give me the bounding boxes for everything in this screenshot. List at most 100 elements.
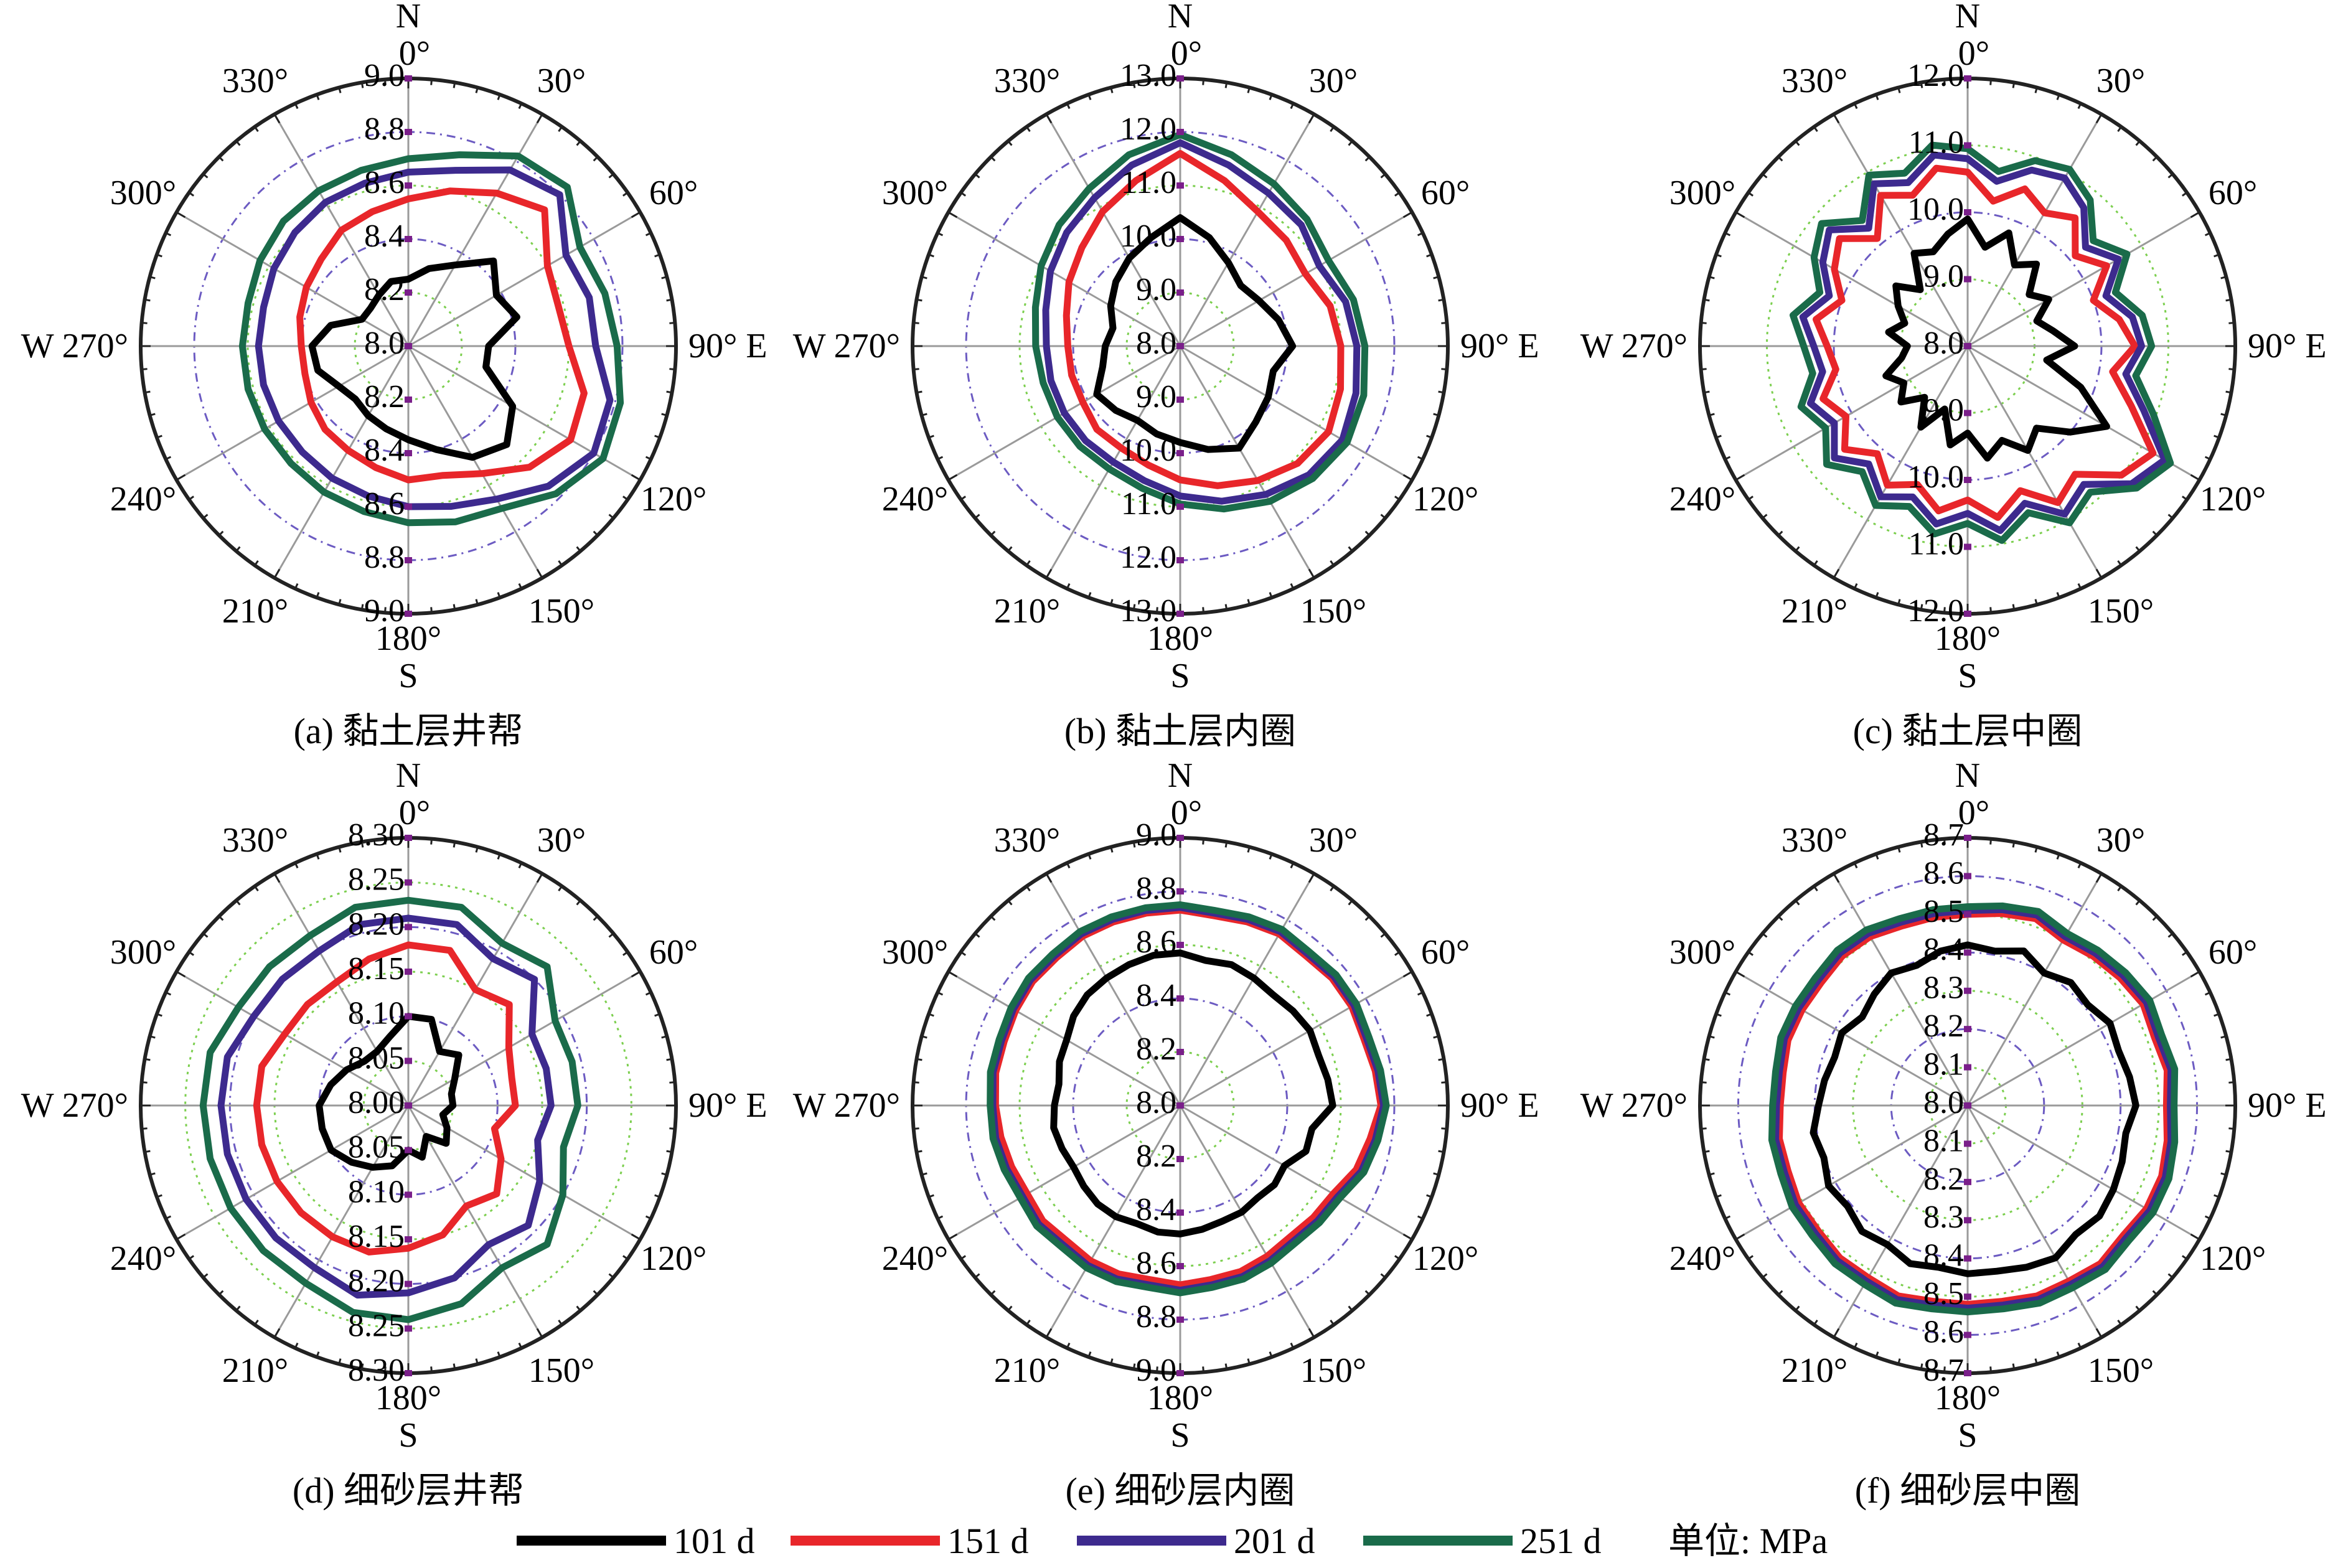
ring-marker	[1964, 543, 1971, 550]
outer-tick	[916, 298, 923, 302]
outer-tick	[1269, 94, 1273, 100]
outer-tick	[1438, 390, 1444, 394]
outer-tick	[316, 853, 320, 860]
ring-label-bottom: 10.0	[1907, 459, 1964, 495]
series-line-151d	[1776, 910, 2171, 1308]
outer-tick	[1762, 514, 1768, 519]
outer-tick	[669, 1081, 675, 1084]
outer-tick	[254, 560, 259, 566]
outer-tick	[1394, 192, 1401, 197]
outer-tick	[294, 862, 299, 869]
ring-label-top: 8.2	[1136, 1031, 1176, 1067]
outer-tick	[1762, 1273, 1768, 1279]
outer-tick	[475, 599, 479, 605]
ring-marker	[405, 450, 412, 456]
outer-tick	[1224, 842, 1228, 848]
ring-label-top: 8.6	[1923, 855, 1964, 891]
ring-label-top: 8.2	[1923, 1008, 1964, 1044]
ring-label-bottom: 8.6	[1923, 1315, 1964, 1350]
ring-marker	[405, 343, 412, 349]
outer-tick	[1704, 298, 1710, 302]
outer-tick	[1833, 873, 1840, 883]
series-line-201d	[1772, 906, 2175, 1312]
outer-tick	[990, 530, 996, 537]
outer-tick	[669, 368, 675, 370]
angle-label: 120°	[2200, 1239, 2266, 1278]
ring-marker	[405, 969, 412, 975]
ring-label-bottom: 8.4	[364, 433, 405, 468]
outer-tick	[2190, 1233, 2200, 1241]
outer-tick	[144, 1150, 151, 1153]
outer-tick	[666, 1058, 672, 1061]
outer-tick	[384, 1366, 387, 1373]
outer-tick	[188, 1255, 194, 1260]
series-line-101d	[1810, 941, 2139, 1277]
ring-marker	[405, 289, 412, 296]
ring-marker	[1964, 343, 1971, 349]
outer-tick	[1156, 838, 1158, 845]
compass-north-label: N	[1955, 756, 1980, 795]
outer-tick	[2077, 1342, 2082, 1349]
outer-tick	[1433, 1035, 1439, 1039]
outer-tick	[947, 474, 958, 481]
outer-tick	[2225, 390, 2232, 394]
outer-tick	[1853, 862, 1858, 869]
outer-tick	[2167, 932, 2174, 938]
outer-tick	[2034, 847, 2038, 853]
grid-spoke	[1966, 113, 2103, 347]
ring-marker	[1176, 75, 1184, 82]
outer-tick	[1735, 1233, 1745, 1241]
angle-label: 300°	[1669, 933, 1735, 972]
outer-tick	[1438, 1058, 1444, 1061]
outer-tick	[593, 156, 599, 162]
compass-north-label: N	[1955, 0, 1980, 35]
ring-marker	[1176, 504, 1184, 510]
outer-tick	[1813, 1320, 1818, 1326]
outer-tick	[990, 915, 996, 921]
ring-label-top: 8.4	[364, 218, 405, 254]
outer-tick	[2135, 899, 2141, 906]
outer-tick	[2167, 514, 2174, 519]
outer-tick	[921, 276, 927, 279]
ring-label-bottom: 8.20	[348, 1264, 405, 1299]
polar-chart-3: 8.09.09.010.010.011.011.012.012.00°30°60…	[1580, 0, 2327, 751]
outer-tick	[360, 1363, 364, 1369]
outer-tick	[1716, 1194, 1722, 1198]
outer-tick	[1364, 1290, 1371, 1296]
outer-tick	[2012, 1363, 2016, 1369]
ring-label-bottom: 9.0	[1136, 379, 1176, 415]
angle-label: 240°	[1669, 1239, 1735, 1278]
outer-tick	[536, 1328, 543, 1338]
outer-tick	[497, 592, 501, 598]
grid-spoke	[407, 345, 543, 579]
grid-spoke	[1180, 345, 1413, 481]
outer-tick	[2220, 413, 2227, 416]
outer-tick	[622, 495, 629, 500]
outer-tick	[1438, 1150, 1444, 1153]
outer-tick	[1087, 94, 1092, 100]
ring-marker	[1964, 1178, 1971, 1185]
ring-marker	[1964, 410, 1971, 416]
angle-label: 150°	[528, 592, 594, 631]
ring-marker	[405, 1013, 412, 1020]
outer-tick	[2117, 560, 2122, 566]
ring-marker	[405, 75, 412, 82]
ring-label-top: 8.7	[1923, 817, 1964, 853]
series-line-151d	[253, 941, 519, 1256]
outer-tick	[1724, 1215, 1731, 1220]
outer-tick	[913, 322, 919, 324]
chart-caption: (e) 细砂层内圈	[1066, 1470, 1295, 1511]
outer-tick	[622, 192, 629, 197]
outer-tick	[235, 899, 241, 906]
outer-tick	[1795, 1305, 1800, 1312]
ring-label-top: 10.0	[1120, 218, 1176, 254]
outer-tick	[141, 322, 148, 324]
outer-tick	[1853, 103, 1858, 110]
outer-tick	[218, 156, 224, 162]
grid-spoke	[176, 211, 409, 347]
angle-label: 300°	[110, 174, 176, 212]
ring-marker	[1176, 236, 1184, 242]
outer-tick	[2204, 232, 2211, 237]
outer-tick	[497, 1351, 501, 1358]
angle-label: 210°	[222, 592, 288, 631]
